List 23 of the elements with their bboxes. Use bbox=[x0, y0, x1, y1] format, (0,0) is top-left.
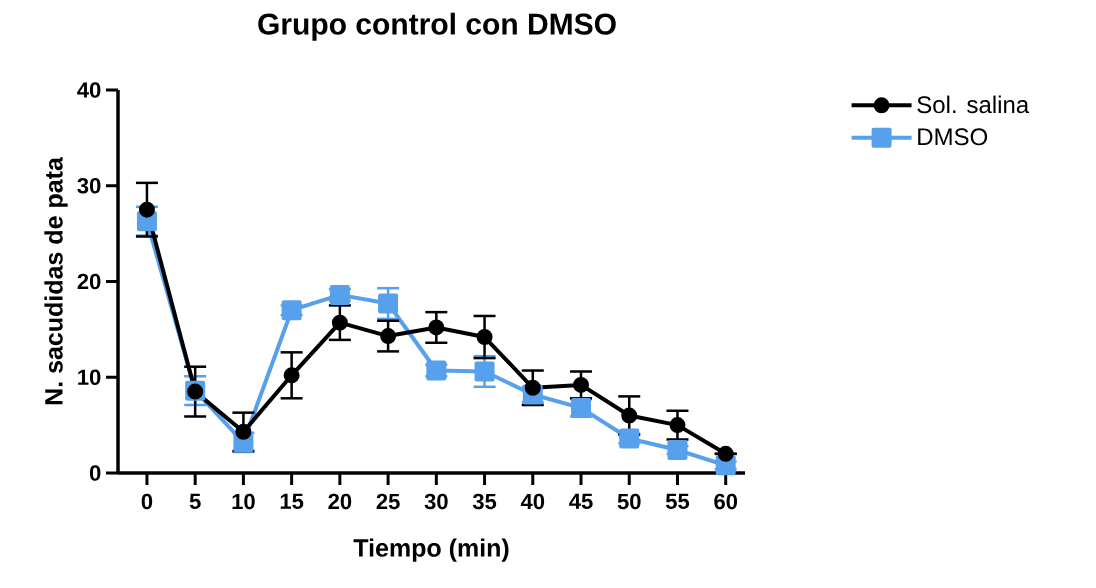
x-tick-label: 50 bbox=[617, 493, 641, 510]
chart-title: Grupo control con DMSO bbox=[258, 12, 616, 41]
y-axis-title: N. sacudidas de pata bbox=[44, 156, 68, 405]
y-tick-label: 30 bbox=[77, 177, 101, 194]
x-tick-label: 10 bbox=[232, 493, 255, 510]
y-tick-label: 20 bbox=[77, 273, 101, 290]
y-tick-label: 0 bbox=[89, 465, 101, 481]
x-tick-label: 35 bbox=[472, 493, 497, 510]
legend-label: Sol. salina bbox=[917, 95, 1030, 114]
legend-label: DMSO bbox=[918, 128, 988, 146]
x-tick-label: 40 bbox=[520, 493, 545, 510]
x-tick-label: 55 bbox=[665, 493, 690, 510]
x-tick-label: 5 bbox=[189, 493, 201, 510]
x-tick-label: 25 bbox=[376, 493, 400, 510]
y-tick-label: 10 bbox=[78, 369, 101, 386]
x-tick-label: 60 bbox=[714, 493, 738, 510]
x-tick-label: 0 bbox=[141, 493, 153, 510]
x-tick-label: 20 bbox=[328, 493, 352, 510]
x-tick-label: 15 bbox=[280, 493, 304, 510]
x-axis-title: Tiempo (min) bbox=[353, 538, 509, 562]
y-tick-label: 40 bbox=[77, 82, 101, 98]
x-tick-label: 30 bbox=[424, 493, 448, 510]
x-tick-label: 45 bbox=[569, 493, 593, 510]
